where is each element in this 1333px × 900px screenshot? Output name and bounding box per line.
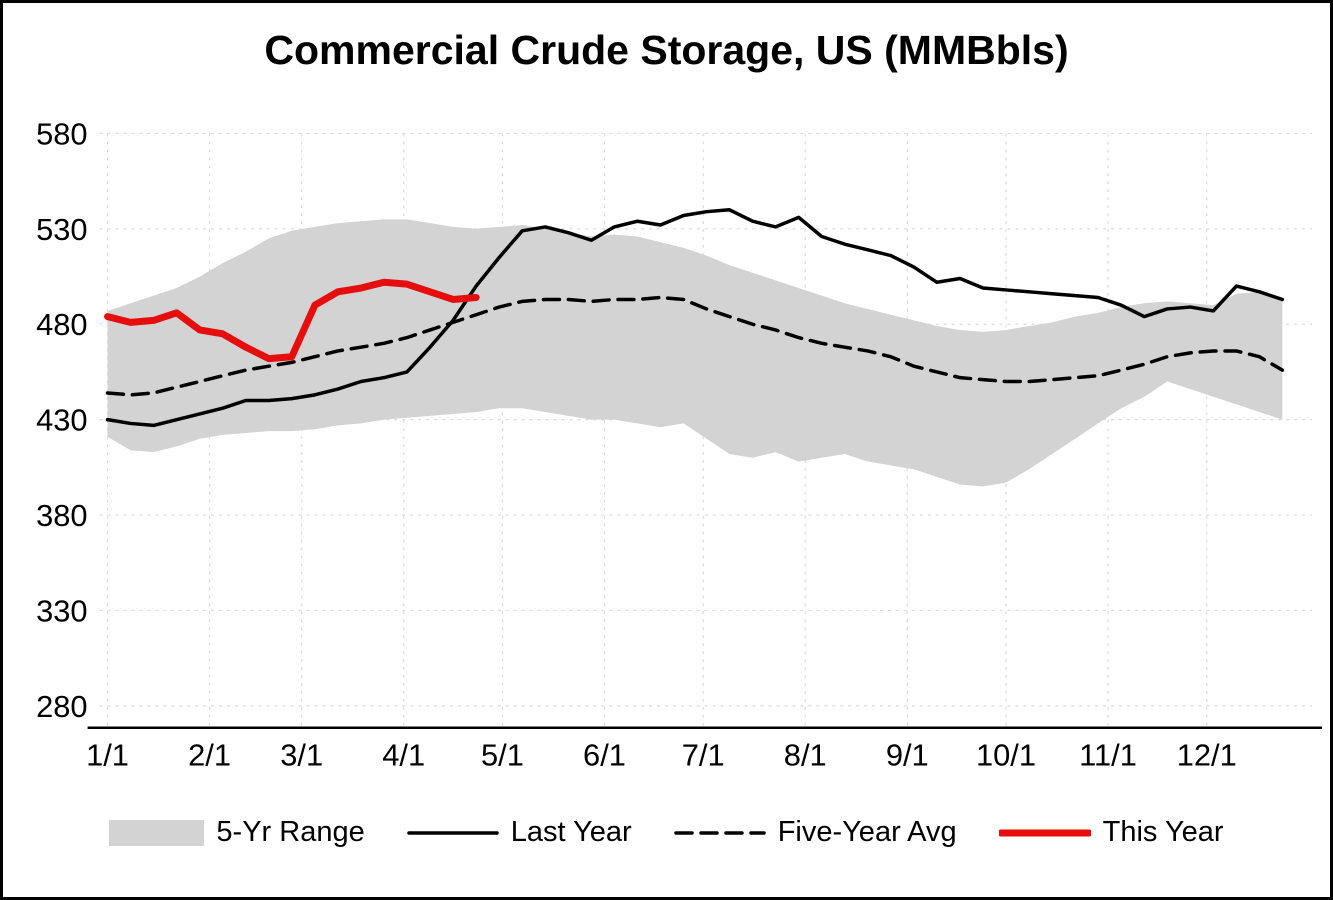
svg-text:4/1: 4/1: [382, 738, 425, 773]
legend-label-five-year-avg: Five-Year Avg: [777, 816, 957, 848]
legend-label-this-year: This Year: [1102, 816, 1224, 848]
legend-item-this-year: This Year: [997, 816, 1224, 849]
legend-label-five-year-range: 5-Yr Range: [216, 816, 365, 848]
this-year-line-swatch-icon: [997, 825, 1093, 841]
legend-item-five-year-range: 5-Yr Range: [109, 816, 365, 849]
legend-item-last-year: Last Year: [406, 816, 632, 849]
svg-text:6/1: 6/1: [583, 738, 626, 773]
svg-text:430: 430: [36, 403, 88, 438]
svg-text:5/1: 5/1: [481, 738, 524, 773]
five-year-avg-dashed-line-swatch-icon: [673, 825, 766, 841]
svg-text:12/1: 12/1: [1177, 738, 1237, 773]
legend-item-five-year-avg: Five-Year Avg: [673, 816, 957, 849]
svg-text:1/1: 1/1: [86, 738, 129, 773]
svg-text:530: 530: [36, 212, 88, 247]
chart-title: Commercial Crude Storage, US (MMBbls): [264, 27, 1069, 73]
chart-legend: 5-Yr Range Last Year Five-Year Avg This …: [3, 816, 1330, 849]
svg-text:380: 380: [36, 498, 88, 533]
svg-text:7/1: 7/1: [682, 738, 725, 773]
svg-text:8/1: 8/1: [784, 738, 827, 773]
five-year-range-band-swatch-icon: [109, 819, 205, 847]
svg-text:3/1: 3/1: [280, 738, 323, 773]
svg-text:2/1: 2/1: [188, 738, 231, 773]
svg-text:9/1: 9/1: [886, 738, 929, 773]
svg-text:280: 280: [36, 689, 88, 724]
svg-text:10/1: 10/1: [976, 738, 1036, 773]
legend-label-last-year: Last Year: [510, 816, 632, 848]
svg-text:580: 580: [36, 116, 88, 151]
last-year-line-swatch-icon: [406, 825, 499, 841]
chart-plot-area: 280 330 380 430 480 530 580 1/1 2/1 3/1 4/1 5/1 6/1 7…: [36, 116, 1323, 773]
svg-text:330: 330: [36, 593, 88, 628]
svg-text:11/1: 11/1: [1079, 738, 1137, 773]
svg-text:480: 480: [36, 307, 88, 342]
